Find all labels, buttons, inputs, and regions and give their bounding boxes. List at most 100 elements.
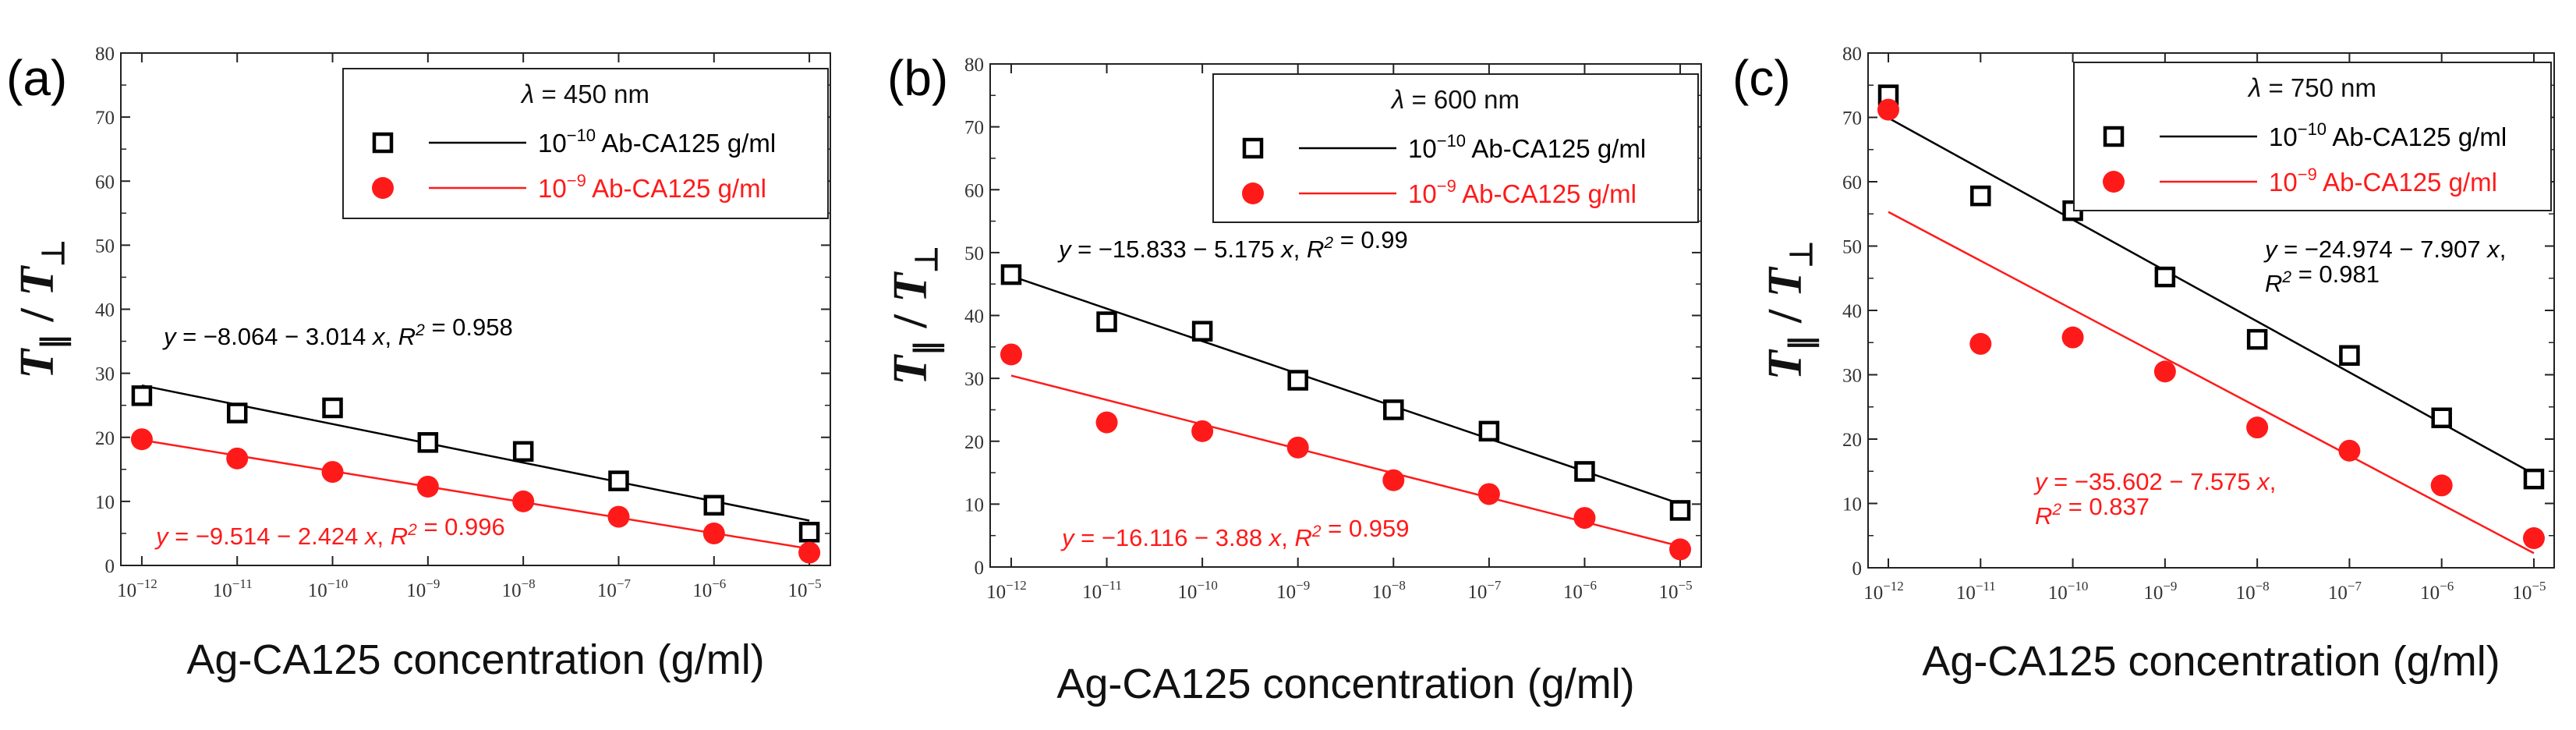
panel-label: (b) [887, 50, 948, 106]
legend-entry-label: 10−9 Ab-CA125 g/ml [2269, 165, 2497, 197]
x-tick-label: 10−6 [692, 576, 726, 601]
data-point-square [512, 441, 534, 462]
data-point-circle [512, 490, 535, 512]
legend-entry-label: 10−10 Ab-CA125 g/ml [2269, 119, 2507, 151]
fit-line-series-2 [1010, 374, 1681, 548]
data-point-square [322, 397, 343, 419]
x-axis-label: Ag-CA125 concentration (g/ml) [1922, 638, 2500, 685]
y-tick-label: 10 [964, 494, 984, 516]
x-tick-label: 10−11 [1956, 579, 1996, 604]
legend-entry-label: 10−9 Ab-CA125 g/ml [538, 171, 766, 203]
y-tick-label: 30 [964, 369, 984, 390]
y-tick-label: 50 [1842, 237, 1862, 258]
data-point-square [608, 470, 629, 491]
data-point-circle [1669, 538, 1692, 561]
x-tick-label: 10−12 [1863, 579, 1904, 604]
data-point-circle [2246, 416, 2269, 439]
x-tick-label: 10−8 [1372, 578, 1406, 603]
x-tick-label: 10−7 [597, 576, 632, 601]
data-point-square [2154, 266, 2176, 288]
y-tick-label: 40 [964, 307, 984, 328]
legend-entry-label: 10−10 Ab-CA125 g/ml [538, 126, 776, 158]
x-tick-label: 10−10 [308, 576, 349, 601]
y-axis-label: T∥ / T⊥ [11, 239, 72, 379]
chart-panel-3: 0 10 20 30 40 50 60 70 80 10−12 10−11 10−10 10−9 10−8… [1732, 44, 2555, 685]
fit-line-series-2 [1888, 211, 2535, 555]
y-tick-label: 10 [95, 492, 115, 513]
y-axis-label: T∥ / T⊥ [884, 246, 945, 385]
legend-title: λ = 750 nm [2247, 73, 2376, 102]
data-point-circle [1573, 507, 1596, 530]
data-point-square [226, 402, 248, 423]
data-point-square [1191, 321, 1213, 342]
x-tick-label: 10−9 [2143, 579, 2177, 604]
y-tick-label: 80 [964, 55, 984, 76]
y-tick-label: 40 [1842, 301, 1862, 322]
legend-marker-square [1242, 137, 1264, 159]
legend-marker-circle [2103, 171, 2125, 193]
x-tick-label: 10−8 [2236, 579, 2270, 604]
data-point-circle [798, 541, 821, 564]
data-point-circle [1477, 483, 1500, 505]
data-point-circle [321, 461, 344, 484]
x-tick-label: 10−11 [213, 576, 253, 601]
fit-equation: y = −15.833 − 5.175 x, R2 = 0.99 [1057, 226, 1408, 263]
fit-equation: y = −24.974 − 7.907 x, [2263, 236, 2506, 263]
y-tick-label: 70 [964, 118, 984, 139]
x-tick-label: 10−5 [2512, 579, 2546, 604]
data-point-circle [1382, 469, 1405, 491]
legend-box [1212, 73, 1699, 223]
y-axis-label: T∥ / T⊥ [1759, 241, 1820, 381]
data-point-square [1970, 185, 1991, 207]
y-tick-label: 40 [95, 300, 115, 321]
fit-equation: R2 = 0.981 [2265, 260, 2380, 297]
x-tick-label: 10−8 [502, 576, 536, 601]
legend-title: λ = 600 nm [1390, 85, 1520, 114]
data-point-square [1478, 420, 1500, 442]
legend-marker-square [2103, 126, 2125, 147]
data-point-square [1574, 461, 1595, 482]
y-tick-label: 20 [964, 432, 984, 453]
panel-label: (a) [6, 50, 67, 106]
data-point-circle [2430, 474, 2453, 497]
data-point-circle [1191, 420, 1214, 442]
data-point-square [2523, 468, 2545, 490]
x-tick-label: 10−7 [1467, 578, 1502, 603]
legend-box [342, 68, 829, 219]
data-point-circle [2338, 439, 2361, 462]
y-tick-label: 60 [95, 172, 115, 193]
data-point-circle [226, 447, 249, 470]
data-point-circle [1877, 98, 1900, 121]
fit-equation: y = −16.116 − 3.88 x, R2 = 0.959 [1060, 515, 1409, 551]
x-tick-label: 10−5 [1658, 578, 1692, 603]
data-point-circle [702, 522, 725, 544]
x-tick-label: 10−12 [986, 578, 1027, 603]
legend-entry-label: 10−9 Ab-CA125 g/ml [1408, 176, 1637, 208]
y-tick-label: 50 [964, 243, 984, 264]
x-tick-label: 10−9 [1276, 578, 1310, 603]
x-tick-label: 10−10 [1177, 578, 1218, 603]
x-tick-label: 10−6 [1563, 578, 1597, 603]
x-tick-label: 10−6 [2420, 579, 2454, 604]
y-tick-label: 60 [1842, 172, 1862, 193]
chart-panel-2: 0 10 20 30 40 50 60 70 80 10−12 10−11 10−10 10−9 10−8… [884, 50, 1702, 707]
x-tick-label: 10−10 [2048, 579, 2089, 604]
data-point-circle [2522, 527, 2545, 550]
x-tick-label: 10−5 [788, 576, 822, 601]
x-axis-label: Ag-CA125 concentration (g/ml) [1056, 661, 1634, 707]
data-point-square [1669, 500, 1691, 521]
legend-title: λ = 450 nm [520, 80, 649, 108]
fit-equation: y = −8.064 − 3.014 x, R2 = 0.958 [162, 314, 513, 350]
data-point-square [1383, 399, 1404, 420]
data-point-square [2431, 407, 2452, 429]
data-point-square [1287, 370, 1308, 391]
x-tick-label: 10−12 [117, 576, 157, 601]
fit-equation: y = −35.602 − 7.575 x, [2033, 468, 2276, 495]
x-axis-label: Ag-CA125 concentration (g/ml) [186, 636, 764, 683]
legend-box [2073, 62, 2552, 211]
data-point-circle [607, 505, 630, 528]
data-point-circle [2061, 326, 2084, 349]
panel-label: (c) [1732, 50, 1791, 106]
data-point-square [703, 494, 725, 516]
legend-marker-circle [1242, 182, 1264, 204]
